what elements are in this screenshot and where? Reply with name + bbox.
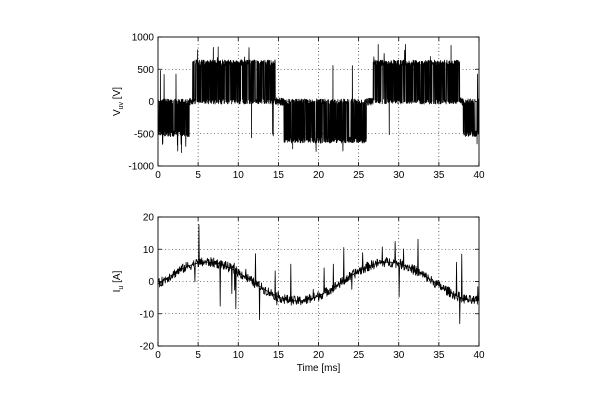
voltage-x-tick-label: 10 <box>233 170 245 181</box>
voltage-y-tick-label: 1000 <box>132 33 155 44</box>
voltage-x-tick-label: 0 <box>155 170 161 181</box>
voltage-x-tick-label: 5 <box>195 170 201 181</box>
current-y-tick-label: 0 <box>148 277 154 288</box>
current-x-tick-label: 30 <box>393 350 405 361</box>
voltage-y-tick-label: 500 <box>137 65 154 76</box>
current-y-label-main: I <box>112 290 123 293</box>
voltage-y-label-sub: uv <box>118 101 125 109</box>
voltage-trace <box>157 44 480 153</box>
voltage-y-tick-label: 0 <box>148 97 154 108</box>
current-x-tick-label: 15 <box>273 350 285 361</box>
current-x-tick-label: 20 <box>313 350 325 361</box>
voltage-y-label-main: V <box>112 109 123 116</box>
current-x-tick-label: 35 <box>433 350 445 361</box>
current-y-axis-label: Iu [A] <box>112 270 125 292</box>
current-y-label-sub: u <box>118 286 125 290</box>
current-x-tick-label: 0 <box>155 350 161 361</box>
voltage-y-tick-label: -1000 <box>128 162 154 173</box>
voltage-y-label-unit: [V] <box>112 87 123 102</box>
current-y-label-unit: [A] <box>112 270 123 285</box>
voltage-x-tick-label: 20 <box>313 170 325 181</box>
current-x-axis-label: Time [ms] <box>297 363 341 374</box>
current-y-tick-label: -10 <box>140 309 155 320</box>
current-fundamental <box>157 261 479 302</box>
voltage-x-tick-label: 35 <box>433 170 445 181</box>
voltage-panel: 0 5 10 15 20 25 30 35 40 -1000 -500 0 500 1000 Vuv [V] <box>112 33 485 182</box>
current-panel: 0 5 10 15 20 25 30 35 40 -20 -10 0 10 20 Iu [A] Time [m… <box>112 213 485 375</box>
voltage-y-tick-label: -500 <box>134 129 154 140</box>
voltage-x-tick-label: 30 <box>393 170 405 181</box>
current-x-tick-label: 10 <box>233 350 245 361</box>
current-x-tick-label: 40 <box>473 350 485 361</box>
current-x-tick-label: 5 <box>195 350 201 361</box>
current-y-tick-label: 20 <box>143 213 155 224</box>
voltage-x-tick-label: 25 <box>353 170 365 181</box>
voltage-y-axis-label: Vuv [V] <box>112 87 125 116</box>
current-y-tick-label: 10 <box>143 245 155 256</box>
voltage-x-tick-label: 15 <box>273 170 285 181</box>
voltage-x-tick-label: 40 <box>473 170 485 181</box>
current-x-tick-label: 25 <box>353 350 365 361</box>
current-y-tick-label: -20 <box>140 342 155 353</box>
